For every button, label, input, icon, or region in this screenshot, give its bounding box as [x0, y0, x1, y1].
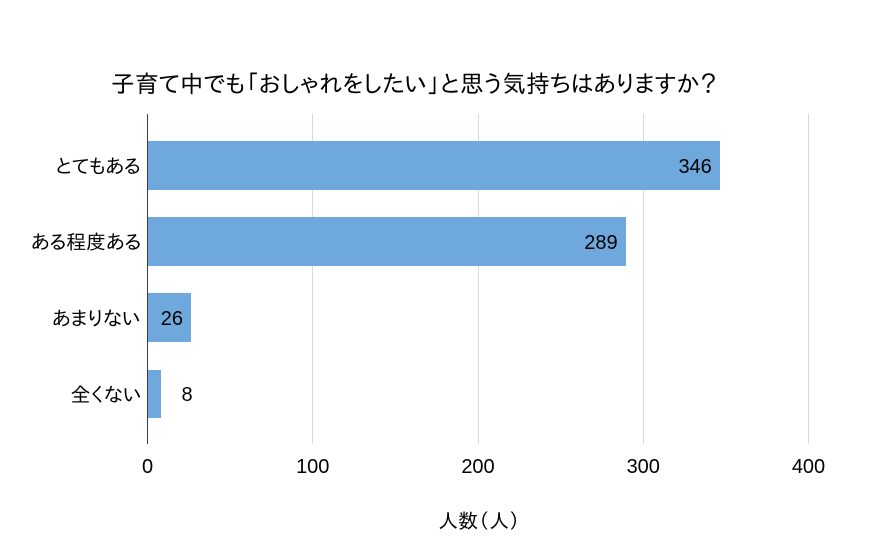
category-label-text [32, 232, 140, 251]
gridline-200 [477, 114, 479, 444]
gridline-400 [808, 114, 809, 444]
x-tick-label-0: 0 [141, 455, 154, 478]
value-label-mattaku-nai: 8 [181, 383, 193, 406]
text-glyph-outlines [32, 232, 140, 251]
x-axis-title-text [439, 511, 517, 531]
gridline-300 [642, 114, 644, 444]
text-glyph-outlines [57, 157, 140, 175]
value-label-aru-teido-aru: 289 [584, 231, 618, 254]
gridline-100 [312, 114, 314, 444]
x-tick-label-300: 300 [626, 455, 660, 478]
category-label-text [53, 309, 140, 327]
category-label-totemo-aru: とてもある [56, 156, 141, 176]
text-glyph-outlines [439, 511, 517, 531]
text-glyph-outlines [53, 309, 140, 327]
value-label-amari-nai: 26 [160, 307, 183, 330]
text-glyph-outlines [71, 385, 140, 403]
value-axis-line [147, 114, 148, 444]
value-label-totemo-aru: 346 [678, 155, 712, 178]
category-label-aru-teido-aru: ある程度ある [31, 231, 142, 253]
x-tick-label-400: 400 [791, 455, 826, 478]
category-label-text [57, 157, 140, 175]
bar-amari-nai [148, 293, 191, 343]
text-glyph-outlines [112, 72, 715, 94]
chart-title-text [112, 72, 715, 94]
category-label-amari-nai: あまりない [52, 308, 141, 328]
category-label-mattaku-nai: 全くない [70, 384, 142, 405]
category-label-text [71, 385, 140, 403]
chart-title: 子育て中でも「おしゃれをしたい」と思う気持ちはありますか？ [111, 71, 717, 96]
bar-mattaku-nai [148, 369, 162, 419]
x-tick-label-200: 200 [461, 455, 495, 478]
bar-aru-teido-aru [148, 217, 626, 267]
bar-totemo-aru [148, 141, 720, 190]
x-tick-label-100: 100 [296, 455, 330, 478]
x-axis-title: 人数（人） [438, 510, 518, 532]
